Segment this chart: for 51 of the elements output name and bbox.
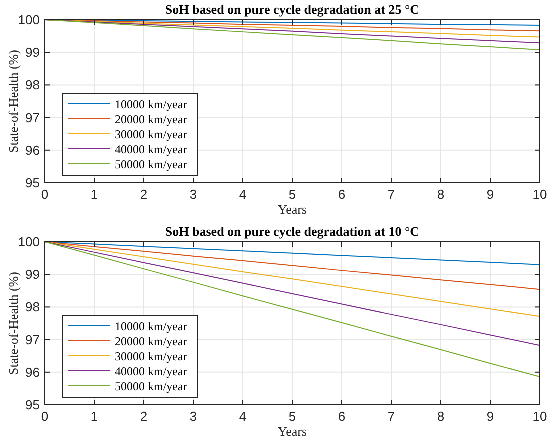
y-axis-title: State-of-Health (%)	[6, 272, 21, 375]
x-tick-label: 10	[532, 187, 547, 202]
legend-label: 10000 km/year	[115, 98, 188, 112]
y-tick-label: 96	[26, 364, 40, 380]
y-tick-label: 95	[26, 398, 40, 412]
y-tick-label: 100	[18, 12, 40, 28]
line-series	[44, 242, 540, 378]
x-tick-label: 3	[190, 409, 198, 424]
y-tick-label: 99	[26, 45, 40, 60]
x-tick-label: 9	[486, 187, 494, 202]
x-tick-label: 2	[140, 187, 148, 202]
y-tick-label: 95	[26, 176, 40, 190]
y-tick-label: 97	[26, 110, 40, 126]
x-tick-label: 7	[388, 187, 396, 202]
y-tick-label: 98	[26, 300, 40, 315]
y-axis-title: State-of-Health (%)	[6, 50, 21, 153]
x-tick-label: 1	[90, 187, 98, 202]
x-tick-label: 1	[90, 409, 98, 424]
x-tick-label: 6	[338, 187, 346, 202]
chart-title: SoH based on pure cycle degradation at 10 °C	[165, 224, 420, 239]
x-tick-label: 0	[41, 409, 49, 424]
x-tick-label: 8	[437, 187, 445, 202]
x-tick-label: 4	[239, 187, 247, 202]
y-tick-label: 97	[26, 332, 40, 348]
x-axis-title: Years	[278, 202, 308, 217]
y-tick-label: 99	[26, 267, 40, 282]
y-tick-label: 96	[26, 142, 40, 158]
legend-label: 20000 km/year	[115, 112, 188, 126]
x-tick-label: 3	[190, 187, 198, 202]
y-tick-label: 98	[26, 78, 40, 93]
legend-label: 50000 km/year	[115, 380, 188, 394]
x-tick-label: 0	[41, 187, 49, 202]
legend-label: 30000 km/year	[115, 350, 188, 364]
legend-label: 50000 km/year	[115, 158, 188, 172]
legend-label: 30000 km/year	[115, 128, 188, 142]
chart-title: SoH based on pure cycle degradation at 25 °C	[165, 2, 420, 17]
x-tick-label: 6	[338, 409, 346, 424]
x-axis-title: Years	[278, 424, 308, 439]
x-tick-label: 4	[239, 409, 247, 424]
x-tick-label: 9	[486, 409, 494, 424]
x-tick-label: 5	[288, 409, 296, 424]
x-tick-label: 5	[288, 187, 296, 202]
x-tick-label: 7	[388, 409, 396, 424]
legend-label: 20000 km/year	[115, 334, 188, 348]
legend-label: 40000 km/year	[115, 142, 188, 156]
legend-label: 10000 km/year	[115, 320, 188, 334]
legend-label: 40000 km/year	[115, 364, 188, 378]
x-tick-label: 2	[140, 409, 148, 424]
y-tick-label: 100	[18, 234, 40, 250]
x-tick-label: 8	[437, 409, 445, 424]
x-tick-label: 10	[532, 409, 547, 424]
